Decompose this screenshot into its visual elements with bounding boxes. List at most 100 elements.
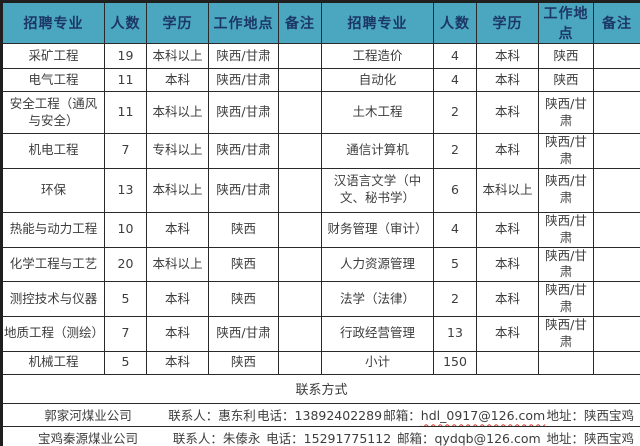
- cell-major: 自动化: [321, 68, 434, 92]
- cell-major: 环保: [1, 167, 105, 213]
- cell-note: [593, 211, 640, 248]
- cell-count: 13: [433, 316, 477, 352]
- cell-location: 陕西/甘肃: [208, 167, 279, 213]
- contact-person: 联系人：朱傣永: [173, 428, 261, 446]
- cell-count: 4: [433, 43, 477, 69]
- contact-person-value: 惠东利: [218, 408, 256, 424]
- cell-count: 4: [433, 211, 477, 248]
- cell-location: 陕西/甘肃: [538, 316, 594, 352]
- cell-note: [593, 43, 640, 69]
- cell-note: [278, 68, 322, 92]
- col-header-note-right: 备注: [593, 1, 640, 44]
- cell-note: [593, 167, 640, 213]
- cell-count: 11: [104, 68, 147, 92]
- contact-person-label: 联系人：: [168, 408, 219, 424]
- cell-count: 19: [104, 43, 147, 69]
- contact-phone-label: 电话：: [266, 431, 304, 446]
- contact-person: 联系人：惠东利: [168, 405, 256, 424]
- contact-email-value: hdl_0917@126.com: [420, 408, 546, 424]
- cell-note: [593, 133, 640, 169]
- contact-address: 地址：陕西宝鸡: [546, 428, 634, 446]
- cell-note: [278, 91, 322, 134]
- cell-major: 热能与动力工程: [1, 211, 105, 248]
- cell-count: 5: [104, 350, 147, 375]
- cell-major: 机械工程: [1, 350, 105, 375]
- cell-subtotal-value: 150: [433, 350, 477, 375]
- cell-note: [593, 68, 640, 92]
- cell-major: 采矿工程: [1, 43, 105, 69]
- cell-major: 电气工程: [1, 68, 105, 92]
- cell-note: [278, 350, 322, 375]
- cell-major: 通信计算机: [321, 133, 434, 169]
- cell-count: 10: [104, 211, 147, 248]
- cell-major: 机电工程: [1, 133, 105, 169]
- col-header-note-left: 备注: [278, 1, 322, 44]
- cell-degree: 本科以上: [146, 91, 209, 134]
- cell-degree: 本科: [476, 43, 539, 69]
- contact-email-value: qydqb@126.com: [434, 431, 541, 446]
- table-row: 化学工程与工艺 20 本科以上 陕西 人力资源管理 5 本科 陕西/甘肃: [1, 246, 640, 283]
- contact-phone: 电话：15291775112: [266, 428, 391, 446]
- company-name: 宝鸡秦源煤业公司: [37, 431, 138, 446]
- table-row: 地质工程（测绘） 7 本科 陕西/甘肃 行政经营管理 13 本科 陕西/甘肃: [1, 316, 640, 352]
- contact-address-value: 陕西宝鸡: [583, 431, 634, 446]
- contact-row: 宝鸡秦源煤业公司 联系人：朱傣永 电话：15291775112 邮箱：qydqb…: [1, 425, 640, 446]
- cell-location: 陕西/甘肃: [208, 68, 279, 92]
- cell-count: 13: [104, 167, 147, 213]
- cell-note: [593, 281, 640, 317]
- cell-major: 汉语言文学（中文、秘书学）: [321, 167, 434, 213]
- cell-major: 化学工程与工艺: [1, 246, 105, 283]
- table-row: 机械工程 5 本科 陕西 小计 150: [1, 350, 640, 375]
- cell-note: [278, 167, 322, 213]
- cell-location: 陕西/甘肃: [208, 316, 279, 352]
- cell-degree: 本科: [476, 133, 539, 169]
- contact-row: 郭家河煤业公司 联系人：惠东利 电话：13892402289 邮箱：hdl_09…: [1, 402, 640, 427]
- cell-note: [278, 246, 322, 283]
- contact-email-label: 邮箱：: [383, 408, 421, 424]
- cell-location: 陕西/甘肃: [538, 133, 594, 169]
- cell-location: [538, 350, 594, 375]
- cell-location: 陕西: [208, 246, 279, 283]
- cell-degree: 本科: [146, 281, 209, 317]
- cell-degree: 本科以上: [146, 246, 209, 283]
- header-row: 招聘专业 人数 学历 工作地点 备注 招聘专业 人数 学历 工作地点 备注: [1, 1, 640, 44]
- cell-count: 20: [104, 246, 147, 283]
- contact-person-label: 联系人：: [172, 431, 223, 446]
- cell-location: 陕西/甘肃: [538, 211, 594, 248]
- cell-count: 4: [433, 68, 477, 92]
- col-header-count-left: 人数: [104, 1, 147, 44]
- col-header-degree-right: 学历: [476, 1, 539, 44]
- table-row: 电气工程 11 本科 陕西/甘肃 自动化 4 本科 陕西: [1, 68, 640, 92]
- contact-section-title: 联系方式: [1, 373, 640, 404]
- cell-count: 11: [104, 91, 147, 134]
- cell-note: [278, 316, 322, 352]
- contact-address: 地址：陕西宝鸡: [546, 405, 634, 424]
- col-header-location-right: 工作地点: [538, 1, 594, 44]
- contact-person-value: 朱傣永: [222, 431, 261, 446]
- table-row: 安全工程（通风与安全） 11 本科以上 陕西/甘肃 土木工程 2 本科 陕西/甘…: [1, 91, 640, 134]
- cell-degree: 本科: [476, 246, 539, 283]
- cell-degree: 专科以上: [146, 133, 209, 169]
- cell-degree: 本科: [146, 350, 209, 375]
- cell-degree: 本科以上: [476, 167, 539, 213]
- cell-count: 7: [104, 316, 147, 352]
- contact-phone-value: 15291775112: [303, 431, 392, 446]
- cell-major: 工程造价: [321, 43, 434, 69]
- cell-degree: 本科: [476, 281, 539, 317]
- table-row: 环保 13 本科以上 陕西/甘肃 汉语言文学（中文、秘书学） 6 本科以上 陕西…: [1, 167, 640, 213]
- contact-phone-value: 13892402289: [294, 408, 383, 424]
- cell-degree: 本科: [476, 91, 539, 134]
- cell-location: 陕西: [208, 350, 279, 375]
- cell-major: 地质工程（测绘）: [1, 316, 105, 352]
- cell-major: 人力资源管理: [321, 246, 434, 283]
- contact-title-row: 联系方式: [1, 373, 640, 404]
- cell-note: [593, 350, 640, 375]
- cell-major: 行政经营管理: [321, 316, 434, 352]
- table-row: 测控技术与仪器 5 本科 陕西 法学（法律） 2 本科 陕西/甘肃: [1, 281, 640, 317]
- cell-count: 2: [433, 281, 477, 317]
- cell-note: [278, 43, 322, 69]
- cell-count: 7: [104, 133, 147, 169]
- cell-location: 陕西/甘肃: [538, 281, 594, 317]
- table-row: 采矿工程 19 本科以上 陕西/甘肃 工程造价 4 本科 陕西: [1, 43, 640, 69]
